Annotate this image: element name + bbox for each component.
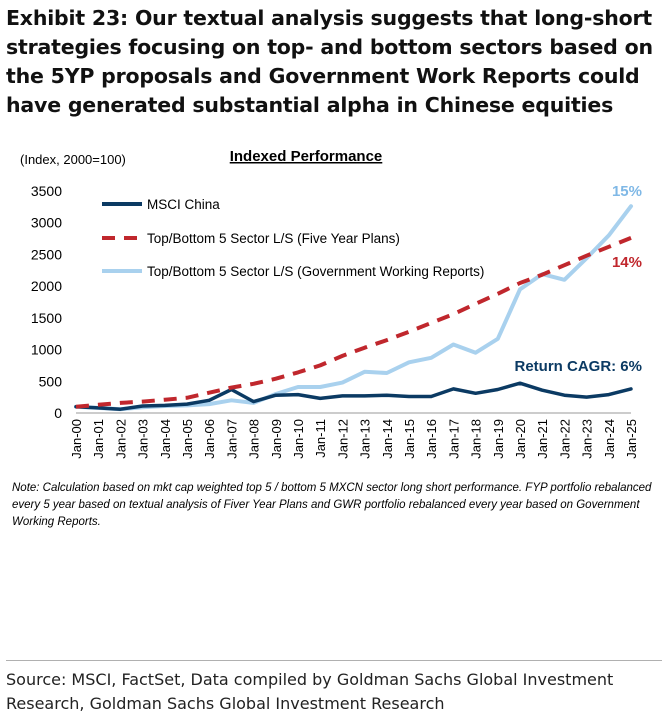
y-tick-label: 3000 (31, 215, 62, 231)
x-tick-label: Jan-06 (202, 419, 217, 459)
x-tick-label: Jan-22 (557, 419, 572, 459)
x-tick-label: Jan-18 (469, 419, 484, 459)
annotation-0: 15% (612, 183, 642, 200)
x-tick-label: Jan-13 (358, 419, 373, 459)
x-tick-label: Jan-01 (91, 419, 106, 459)
legend: MSCI China Top/Bottom 5 Sector L/S (Five … (102, 197, 484, 279)
x-axis: Jan-00 Jan-01 Jan-02 Jan-03 Jan-04 Jan-05 Jan-… (69, 419, 639, 459)
chart-title: Indexed Performance (230, 148, 383, 165)
x-tick-label: Jan-03 (136, 419, 151, 459)
legend-label-2: Top/Bottom 5 Sector L/S (Government Work… (147, 264, 484, 279)
x-tick-label: Jan-08 (247, 419, 262, 459)
divider (6, 660, 662, 661)
y-tick-label: 1500 (31, 310, 62, 326)
source-text: Source: MSCI, FactSet, Data compiled by … (6, 670, 614, 713)
x-tick-label: Jan-15 (402, 419, 417, 459)
y-tick-label: 500 (39, 373, 63, 389)
y-tick-label: 3500 (31, 183, 62, 199)
x-tick-label: Jan-12 (335, 419, 350, 459)
x-tick-label: Jan-17 (446, 419, 461, 459)
y-axis: 0 500 1000 1500 2000 2500 3000 3500 (31, 183, 62, 421)
y-tick-label: 2000 (31, 278, 62, 294)
x-tick-label: Jan-10 (291, 419, 306, 459)
series-lines (74, 204, 633, 412)
x-tick-label: Jan-05 (180, 419, 195, 459)
x-tick-label: Jan-00 (69, 419, 84, 459)
x-tick-label: Jan-07 (224, 419, 239, 459)
series-line-0 (74, 381, 633, 411)
y-axis-label: (Index, 2000=100) (20, 152, 126, 167)
x-tick-label: Jan-25 (624, 419, 639, 459)
x-tick-label: Jan-04 (158, 419, 173, 459)
x-tick-label: Jan-02 (113, 419, 128, 459)
exhibit-title: Exhibit 23: Our textual analysis suggest… (6, 6, 653, 117)
x-tick-label: Jan-11 (313, 419, 328, 458)
y-tick-label: 0 (54, 405, 62, 421)
x-tick-label: Jan-21 (535, 419, 550, 459)
annotations: 15% 14% Return CAGR: 6% (514, 183, 642, 375)
line-chart: (Index, 2000=100) Indexed Performance 0 5… (20, 148, 642, 459)
x-tick-label: Jan-23 (580, 419, 595, 459)
x-tick-label: Jan-24 (602, 419, 617, 459)
x-tick-label: Jan-14 (380, 419, 395, 459)
y-tick-label: 2500 (31, 246, 62, 262)
x-tick-label: Jan-16 (424, 419, 439, 459)
annotation-1: 14% (612, 254, 642, 271)
x-tick-label: Jan-09 (269, 419, 284, 459)
x-tick-label: Jan-20 (513, 419, 528, 459)
y-tick-label: 1000 (31, 342, 62, 358)
annotation-2: Return CAGR: 6% (514, 358, 642, 375)
chart-note: Note: Calculation based on mkt cap weigh… (12, 482, 652, 528)
x-tick-label: Jan-19 (491, 419, 506, 459)
series-line-1 (75, 236, 632, 409)
legend-label-0: MSCI China (147, 197, 220, 212)
legend-label-1: Top/Bottom 5 Sector L/S (Five Year Plans… (147, 231, 400, 246)
